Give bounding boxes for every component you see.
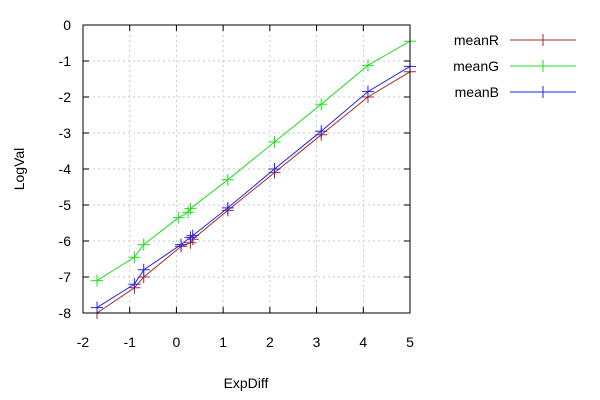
- y-tick-label: -3: [59, 125, 72, 141]
- data-point-meanb: [186, 229, 199, 242]
- x-tick-label: -1: [123, 334, 136, 350]
- legend-label-meanb: meanB: [455, 84, 499, 100]
- series-meang: [91, 35, 416, 287]
- legend-item-meanb: meanB: [455, 84, 576, 100]
- x-tick-label: 1: [219, 334, 227, 350]
- x-tick-label: 4: [359, 334, 367, 350]
- data-point-meanb: [128, 278, 141, 291]
- data-point-meang: [137, 238, 150, 251]
- data-point-meanb: [184, 231, 197, 244]
- x-tick-label: 3: [313, 334, 321, 350]
- data-point-meanb: [137, 263, 150, 276]
- data-point-meanb: [91, 301, 104, 314]
- y-axis-label: LogVal: [11, 148, 27, 191]
- data-point-meang: [91, 274, 104, 287]
- x-tick-label: -2: [77, 334, 90, 350]
- y-tick-label: -8: [59, 305, 72, 321]
- legend-marker-meanr: [537, 34, 549, 46]
- grid-lines: [83, 25, 410, 313]
- series-layer: [91, 35, 416, 319]
- data-point-meanb: [361, 85, 374, 98]
- data-point-meanb: [315, 125, 328, 138]
- y-tick-label: -5: [59, 197, 72, 213]
- data-point-meang: [172, 211, 185, 224]
- legend-label-meanr: meanR: [454, 32, 499, 48]
- y-tick-label: -6: [59, 233, 72, 249]
- legend-label-meang: meanG: [453, 58, 499, 74]
- data-point-meang: [221, 173, 234, 186]
- x-tick-label: 5: [406, 334, 414, 350]
- y-tick-label: -7: [59, 269, 72, 285]
- legend-marker-meanb: [537, 86, 549, 98]
- x-tick-label: 2: [266, 334, 274, 350]
- series-meanr: [91, 65, 416, 319]
- data-point-meang: [128, 251, 141, 264]
- data-point-meanb: [221, 201, 234, 214]
- plot-frame: [82, 24, 411, 314]
- data-point-meanb: [268, 163, 281, 175]
- x-axis-label: ExpDiff: [224, 375, 269, 391]
- legend-item-meanr: meanR: [454, 32, 576, 48]
- ticks: [82, 24, 411, 314]
- y-tick-label: -2: [59, 89, 72, 105]
- x-tick-label: 0: [173, 334, 181, 350]
- tick-labels: -2 -1 0 1 2 3 4 5 0 -1 -2 -3 -4 -5 -6 -7 -8: [59, 17, 415, 350]
- y-tick-label: 0: [63, 17, 71, 33]
- data-point-meang: [315, 98, 328, 111]
- data-point-meang: [361, 59, 374, 72]
- data-point-meanb: [175, 238, 188, 251]
- data-point-meang: [268, 136, 281, 148]
- data-point-meang: [182, 206, 195, 219]
- y-tick-label: -4: [59, 161, 72, 177]
- legend: meanR meanG meanB: [453, 32, 576, 100]
- legend-item-meang: meanG: [453, 58, 576, 74]
- series-meanb: [91, 60, 416, 314]
- data-point-meang: [184, 202, 197, 215]
- legend-marker-meang: [537, 60, 549, 72]
- y-tick-label: -1: [59, 53, 72, 69]
